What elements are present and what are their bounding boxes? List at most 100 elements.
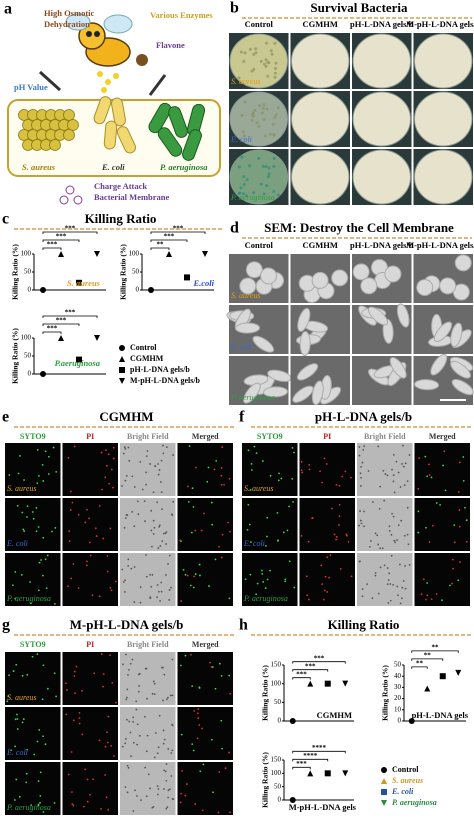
cell-dot (261, 569, 263, 572)
cell-dot (229, 811, 231, 814)
colony (261, 106, 265, 110)
legend-label: CGMHM (130, 354, 164, 363)
cell-dot (171, 658, 174, 661)
cell-dot (247, 449, 250, 452)
cell-dot (55, 695, 57, 698)
cell-dot (108, 482, 111, 485)
cell-dot (22, 718, 25, 721)
cell-dot (264, 587, 267, 590)
cell-dot (408, 454, 411, 456)
column-label: pH-L-DNA gels/b (350, 240, 414, 250)
cell-dot (217, 811, 220, 814)
cell-dot (70, 751, 73, 753)
cell-dot (124, 447, 127, 450)
cell-dot (26, 516, 28, 518)
cell-dot (82, 805, 85, 808)
cell-dot (430, 598, 433, 601)
cell-dot (458, 525, 461, 528)
cell-dot (276, 512, 279, 514)
colony (266, 175, 270, 179)
cell-dot (426, 594, 429, 597)
cell (243, 382, 261, 404)
data-point (76, 279, 82, 286)
cell-dot (443, 450, 446, 453)
data-point (381, 767, 387, 773)
cell-dot (209, 661, 211, 664)
y-axis-label: Killing Ratio (%) (261, 752, 270, 808)
colony (261, 164, 265, 168)
cell-dot (145, 750, 148, 753)
cell (451, 379, 474, 396)
cell-dot (210, 501, 213, 504)
cell-dot (251, 469, 253, 471)
cell-dot (141, 488, 144, 491)
cell-dot (201, 727, 204, 730)
cell-dot (110, 744, 112, 747)
sig-label: *** (47, 241, 58, 249)
colony (237, 165, 241, 169)
cell-dot (284, 578, 287, 581)
cell (382, 318, 394, 344)
cell-dot (84, 768, 87, 771)
cell-dot (406, 533, 409, 536)
panel-letter: f (239, 409, 245, 426)
cell-dot (379, 547, 382, 550)
panel-title: Killing Ratio (85, 211, 157, 226)
colony (242, 134, 246, 138)
cell-dot (184, 654, 187, 657)
cell-dot (360, 522, 363, 525)
rod (182, 129, 202, 161)
colony (240, 155, 244, 159)
cell-dot (392, 480, 395, 483)
colony (254, 51, 258, 55)
y-tick-label: 50 (394, 661, 402, 669)
cell-dot (152, 805, 155, 808)
cell-dot (112, 486, 114, 489)
sig-label: *** (173, 225, 184, 233)
cell-dot (31, 655, 34, 658)
cell-dot (160, 581, 163, 584)
cell-dot (138, 734, 141, 737)
cell-dot (330, 507, 333, 510)
cell-dot (72, 563, 75, 565)
image-bg (5, 652, 61, 705)
cell-dot (202, 763, 205, 766)
cell-dot (439, 504, 441, 506)
cell-dot (180, 733, 183, 736)
cell-dot (399, 486, 402, 488)
cell-dot (16, 504, 19, 507)
data-point (342, 770, 349, 777)
cell-dot (139, 586, 142, 588)
cell-dot (401, 597, 403, 600)
row-label: P. aeruginosa (243, 594, 288, 603)
cell-dot (65, 682, 67, 685)
cell-dot (363, 445, 366, 448)
cell-dot (145, 471, 148, 474)
cell-dot (194, 803, 197, 805)
cell (360, 277, 378, 295)
illustration-label: Various Enzymes (150, 10, 213, 20)
sig-bracket (42, 247, 62, 250)
image-bg (62, 553, 118, 606)
cell-dot (170, 586, 172, 589)
cell-dot (169, 694, 172, 697)
image-bg (177, 762, 233, 815)
cell-dot (135, 708, 138, 711)
cell-dot (106, 570, 109, 573)
cell-dot (266, 535, 268, 538)
cell-dot (130, 567, 133, 570)
panel-title: pH-L-DNA gels/b (315, 409, 412, 424)
cell-dot (404, 587, 407, 590)
cell-dot (157, 473, 160, 476)
panel-title: Survival Bacteria (310, 0, 408, 15)
cell-dot (121, 485, 123, 487)
honey-drop (105, 79, 111, 85)
cell-dot (328, 576, 330, 579)
cell-dot (218, 662, 221, 665)
coccus (49, 139, 61, 151)
y-axis-label: Killing Ratio (%) (381, 665, 390, 721)
cell-dot (16, 718, 19, 720)
cell-dot (165, 807, 168, 810)
cell-dot (229, 692, 232, 695)
